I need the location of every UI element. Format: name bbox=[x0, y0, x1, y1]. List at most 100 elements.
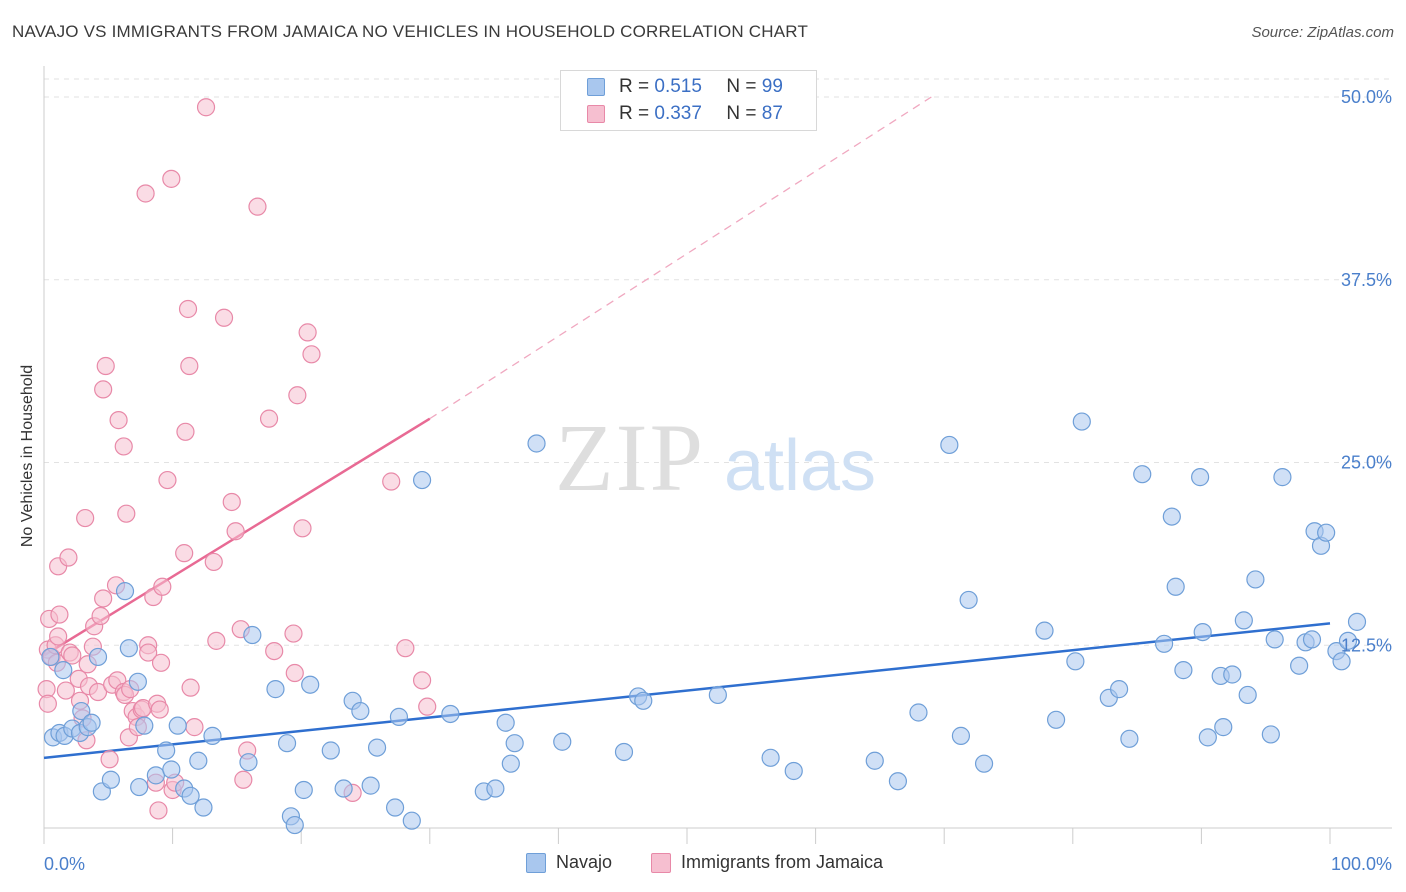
data-point bbox=[708, 685, 727, 705]
data-point bbox=[136, 184, 155, 203]
trend-line-navajo bbox=[43, 622, 1331, 760]
data-point bbox=[128, 672, 147, 691]
data-point bbox=[185, 718, 204, 737]
data-point bbox=[59, 548, 78, 567]
data-point bbox=[298, 323, 317, 342]
data-point bbox=[1120, 729, 1139, 748]
data-point bbox=[1223, 665, 1242, 684]
data-point bbox=[162, 169, 181, 188]
data-point bbox=[151, 653, 171, 672]
legend-n-label: N = bbox=[726, 76, 757, 97]
data-point bbox=[1238, 685, 1257, 705]
data-point bbox=[402, 811, 421, 830]
data-point bbox=[139, 643, 158, 662]
series-label-navajo: Navajo bbox=[556, 852, 613, 872]
data-point bbox=[181, 786, 200, 805]
y-axis-title: No Vehicles in Household bbox=[19, 364, 36, 548]
data-point bbox=[285, 815, 304, 835]
data-point bbox=[614, 742, 634, 762]
data-point bbox=[203, 726, 222, 745]
data-point bbox=[168, 716, 187, 735]
series-swatch-jamaica bbox=[651, 852, 671, 873]
data-point bbox=[367, 738, 387, 757]
data-point bbox=[1234, 611, 1253, 630]
data-point bbox=[501, 754, 520, 773]
data-point bbox=[1133, 465, 1152, 484]
data-point bbox=[88, 682, 108, 702]
data-point bbox=[82, 713, 101, 732]
source-label: Source: ZipAtlas.com bbox=[1251, 24, 1394, 41]
data-point bbox=[909, 703, 928, 722]
data-point bbox=[382, 472, 401, 491]
series-legend-navajo[interactable]: Navajo bbox=[526, 852, 612, 873]
data-point bbox=[41, 647, 60, 667]
data-point bbox=[1066, 652, 1085, 671]
data-point bbox=[294, 780, 313, 800]
data-point bbox=[301, 675, 320, 694]
chart-title: NAVAJO VS IMMIGRANTS FROM JAMAICA NO VEH… bbox=[12, 22, 809, 41]
data-point bbox=[1072, 412, 1091, 431]
data-point bbox=[418, 697, 437, 716]
data-point bbox=[194, 798, 213, 817]
series-legend: Navajo Immigrants from Jamaica bbox=[0, 852, 1406, 878]
data-point bbox=[486, 779, 505, 798]
data-point bbox=[1273, 468, 1292, 487]
data-point bbox=[101, 770, 120, 789]
data-point bbox=[1198, 728, 1217, 747]
x-tick-label-max: 100.0% bbox=[1331, 854, 1392, 874]
data-point bbox=[265, 641, 284, 661]
data-point bbox=[243, 625, 262, 645]
data-point bbox=[157, 741, 176, 760]
data-point bbox=[94, 589, 113, 608]
data-point bbox=[130, 777, 149, 797]
data-point bbox=[189, 751, 208, 770]
data-point bbox=[321, 741, 340, 760]
data-point bbox=[285, 663, 304, 683]
data-point bbox=[1035, 621, 1054, 640]
watermark-zip: ZIP bbox=[555, 404, 705, 511]
data-point bbox=[175, 544, 194, 563]
data-point bbox=[1166, 577, 1185, 596]
data-point bbox=[1162, 507, 1181, 526]
data-point bbox=[239, 753, 258, 772]
data-point bbox=[784, 761, 803, 781]
data-point bbox=[176, 422, 195, 441]
data-point bbox=[1338, 631, 1358, 650]
y-tick-label: 37.5% bbox=[1341, 270, 1392, 290]
legend-row-navajo: R = 0.515 N = 99 bbox=[587, 76, 783, 98]
data-point bbox=[196, 98, 216, 117]
legend-r-label: R = bbox=[619, 103, 650, 124]
data-point bbox=[302, 345, 321, 364]
data-point bbox=[49, 627, 68, 646]
data-point bbox=[54, 661, 73, 680]
data-point bbox=[334, 779, 353, 798]
data-point bbox=[158, 470, 177, 490]
data-point bbox=[114, 437, 133, 456]
gridlines bbox=[44, 78, 1392, 646]
series-legend-jamaica[interactable]: Immigrants from Jamaica bbox=[651, 852, 883, 873]
data-point bbox=[109, 411, 128, 430]
stats-legend: R = 0.515 N = 99 R = 0.337 N = 87 bbox=[560, 70, 817, 131]
data-point bbox=[634, 691, 653, 710]
data-point bbox=[527, 434, 546, 453]
axes bbox=[43, 66, 1392, 844]
legend-r-value: 0.337 bbox=[654, 103, 702, 124]
data-point bbox=[1290, 656, 1309, 675]
data-point bbox=[865, 751, 884, 770]
data-point bbox=[222, 492, 241, 512]
data-point bbox=[115, 582, 135, 601]
legend-n-value: 87 bbox=[761, 103, 783, 124]
data-point bbox=[1332, 652, 1351, 671]
data-points bbox=[37, 98, 1367, 835]
y-tick-label: 50.0% bbox=[1341, 87, 1392, 107]
data-point bbox=[277, 734, 297, 753]
legend-r-value: 0.515 bbox=[654, 76, 702, 97]
data-point bbox=[162, 760, 181, 779]
data-point bbox=[441, 704, 460, 724]
watermark-atlas: atlas bbox=[724, 426, 876, 506]
data-point bbox=[412, 470, 432, 490]
legend-swatch-jamaica bbox=[587, 105, 605, 123]
data-point bbox=[293, 519, 312, 538]
data-point bbox=[76, 508, 95, 528]
